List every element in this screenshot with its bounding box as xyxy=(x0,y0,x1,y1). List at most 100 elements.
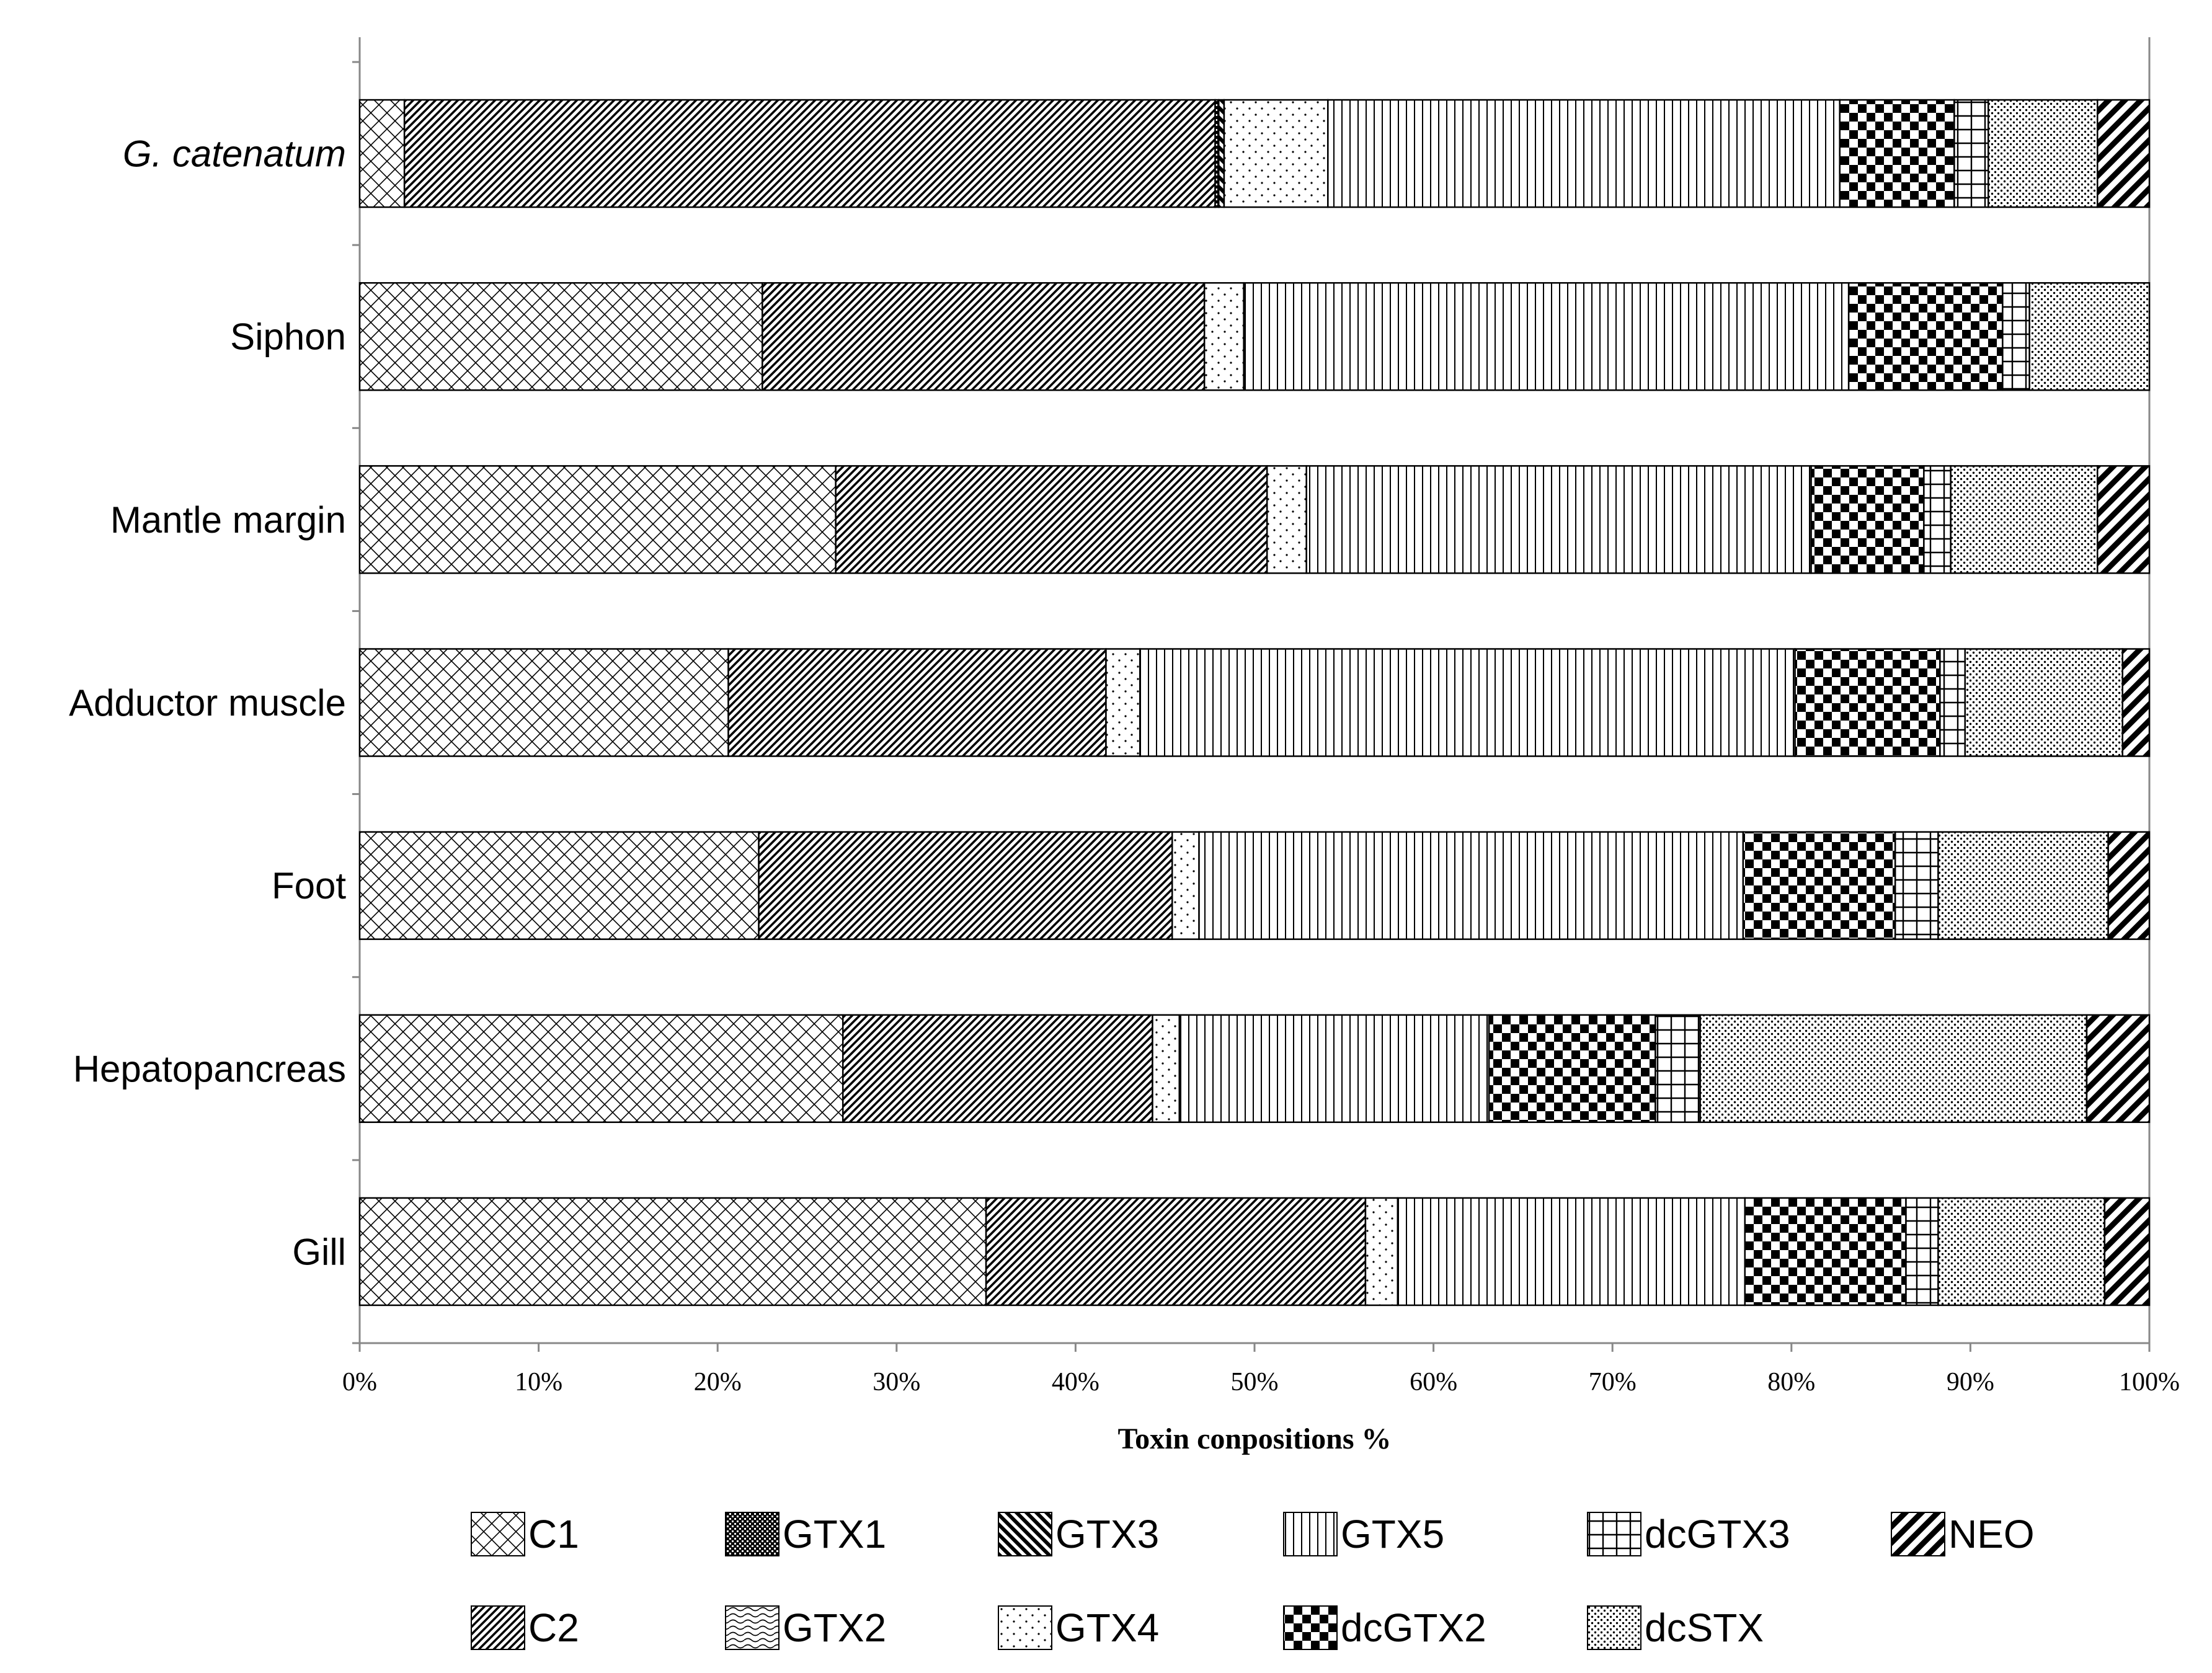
legend: C1 GTX1 GTX3 GTX5 dcGTX3 NEO C2 GTX2 GTX4 dcGTX2 d… xyxy=(471,1512,2035,1650)
x-tick-label: 80% xyxy=(1767,1368,1815,1396)
bar-segment-c2 xyxy=(842,1014,1153,1124)
legend-swatch-gtx4 xyxy=(998,1605,1052,1650)
bar-segment-dcgtx3 xyxy=(1939,648,1966,757)
y-category-label: G. catenatum xyxy=(123,133,346,175)
bar-segment-dcstx xyxy=(1699,1014,2088,1124)
plot-area: 0% 10% 20% 30% 40% 50% 60% 70% 80% 90% 100% Toxin c… xyxy=(69,37,2180,1455)
x-tick-label: 50% xyxy=(1231,1368,1279,1396)
bar-segment-dcgtx3 xyxy=(1923,465,1952,574)
legend-label-gtx1: GTX1 xyxy=(783,1512,886,1556)
y-category-label: Foot xyxy=(272,865,346,907)
legend-swatch-neo xyxy=(1891,1512,1945,1556)
legend-swatch-gtx3 xyxy=(998,1512,1052,1556)
bar-segment-dcgtx3 xyxy=(1894,831,1939,940)
x-tick-label: 100% xyxy=(2119,1368,2180,1396)
legend-label-gtx2: GTX2 xyxy=(783,1605,886,1650)
legend-swatch-gtx5 xyxy=(1283,1512,1338,1556)
y-category-label: Hepatopancreas xyxy=(73,1048,346,1089)
bar-segment-dcgtx3 xyxy=(1905,1197,1939,1307)
bar-segment-gtx4 xyxy=(1223,99,1329,208)
bar-segment-dcstx xyxy=(1988,99,2099,208)
bar-segment-gtx4 xyxy=(1203,282,1245,391)
bar-segment-neo xyxy=(2097,465,2151,574)
bar-segment-dcgtx3 xyxy=(2002,282,2030,391)
legend-label-gtx4: GTX4 xyxy=(1055,1605,1159,1650)
y-category-label: Siphon xyxy=(230,316,346,358)
x-tick-label: 70% xyxy=(1589,1368,1637,1396)
bar-segment-gtx5 xyxy=(1305,465,1812,574)
bar-segment-gtx4 xyxy=(1266,465,1307,574)
legend-swatch-dcgtx2 xyxy=(1283,1605,1338,1650)
bar-segment-neo xyxy=(2097,99,2151,208)
legend-swatch-dcstx xyxy=(1587,1605,1641,1650)
legend-label-c1: C1 xyxy=(528,1512,579,1556)
bar-segment-c2 xyxy=(758,831,1173,940)
bar-segment-neo xyxy=(2085,1014,2151,1124)
legend-label-dcstx: dcSTX xyxy=(1645,1605,1764,1650)
legend-label-gtx5: GTX5 xyxy=(1341,1512,1444,1556)
bar-segment-gtx3 xyxy=(1218,99,1225,208)
bar-segment-dcstx xyxy=(1950,465,2099,574)
bar-segment-c2 xyxy=(985,1197,1367,1307)
y-category-label: Gill xyxy=(292,1231,346,1272)
bar-segment-gtx4 xyxy=(1171,831,1200,940)
bar-segment-dcgtx2 xyxy=(1839,99,1955,208)
bar-segment-c1 xyxy=(358,465,837,574)
bar-segment-neo xyxy=(2103,1197,2151,1307)
bar-segment-dcgtx2 xyxy=(1810,465,1925,574)
legend-label-dcgtx2: dcGTX2 xyxy=(1341,1605,1486,1650)
bar-segment-dcgtx3 xyxy=(1953,99,1989,208)
x-tick-label: 40% xyxy=(1052,1368,1099,1396)
x-tick-label: 90% xyxy=(1947,1368,1994,1396)
x-tick-label: 20% xyxy=(694,1368,742,1396)
legend-label-dcgtx3: dcGTX3 xyxy=(1645,1512,1790,1556)
bar-segment-neo xyxy=(2107,831,2151,940)
bar-segment-gtx4 xyxy=(1152,1014,1181,1124)
x-tick-label: 10% xyxy=(515,1368,562,1396)
bar-segment-dcgtx3 xyxy=(1655,1014,1701,1124)
bar-segment-c2 xyxy=(403,99,1216,208)
bar-segment-c2 xyxy=(727,648,1107,757)
bar-segment-gtx5 xyxy=(1198,831,1744,940)
bar-segment-gtx5 xyxy=(1327,99,1841,208)
bar-segment-gtx4 xyxy=(1105,648,1141,757)
bar-segment-c1 xyxy=(358,648,729,757)
bar-segment-gtx5 xyxy=(1139,648,1796,757)
x-tick-label: 60% xyxy=(1410,1368,1457,1396)
bar-segment-c1 xyxy=(358,282,763,391)
legend-swatch-c2 xyxy=(471,1605,525,1650)
legend-swatch-gtx2 xyxy=(725,1605,780,1650)
x-tick-label: 0% xyxy=(342,1368,377,1396)
bar-segment-dcgtx2 xyxy=(1847,282,2004,391)
bar-segment-gtx5 xyxy=(1243,282,1850,391)
bar-segment-c2 xyxy=(762,282,1206,391)
bar-segment-c1 xyxy=(358,99,406,208)
y-category-label: Mantle margin xyxy=(110,499,346,541)
bar-segment-c2 xyxy=(835,465,1268,574)
y-category-label: Adductor muscle xyxy=(69,682,346,724)
bar-segment-dcgtx2 xyxy=(1488,1014,1656,1124)
legend-swatch-dcgtx3 xyxy=(1587,1512,1641,1556)
bar-segment-neo xyxy=(2121,648,2151,757)
bar-segment-gtx4 xyxy=(1364,1197,1399,1307)
bar-segment-dcstx xyxy=(1937,1197,2106,1307)
legend-swatch-c1 xyxy=(471,1512,525,1556)
bar-segment-c1 xyxy=(358,1014,844,1124)
legend-swatch-gtx1 xyxy=(725,1512,780,1556)
bar-segment-dcgtx2 xyxy=(1742,831,1896,940)
bar-segment-dcgtx2 xyxy=(1794,648,1941,757)
x-tick-label: 30% xyxy=(873,1368,920,1396)
x-axis-title: Toxin conpositions % xyxy=(1117,1422,1391,1455)
bar-segment-c1 xyxy=(358,831,760,940)
bar-segment-c1 xyxy=(358,1197,987,1307)
legend-label-gtx3: GTX3 xyxy=(1055,1512,1159,1556)
bar-segment-dcstx xyxy=(1964,648,2123,757)
bar-segment-dcstx xyxy=(1937,831,2109,940)
legend-label-c2: C2 xyxy=(528,1605,579,1650)
bar-segment-dcstx xyxy=(2028,282,2151,391)
bar-segment-gtx5 xyxy=(1397,1197,1746,1307)
bar-segment-gtx5 xyxy=(1178,1014,1490,1124)
bar-segment-dcgtx2 xyxy=(1744,1197,1907,1307)
legend-label-neo: NEO xyxy=(1948,1512,2035,1556)
